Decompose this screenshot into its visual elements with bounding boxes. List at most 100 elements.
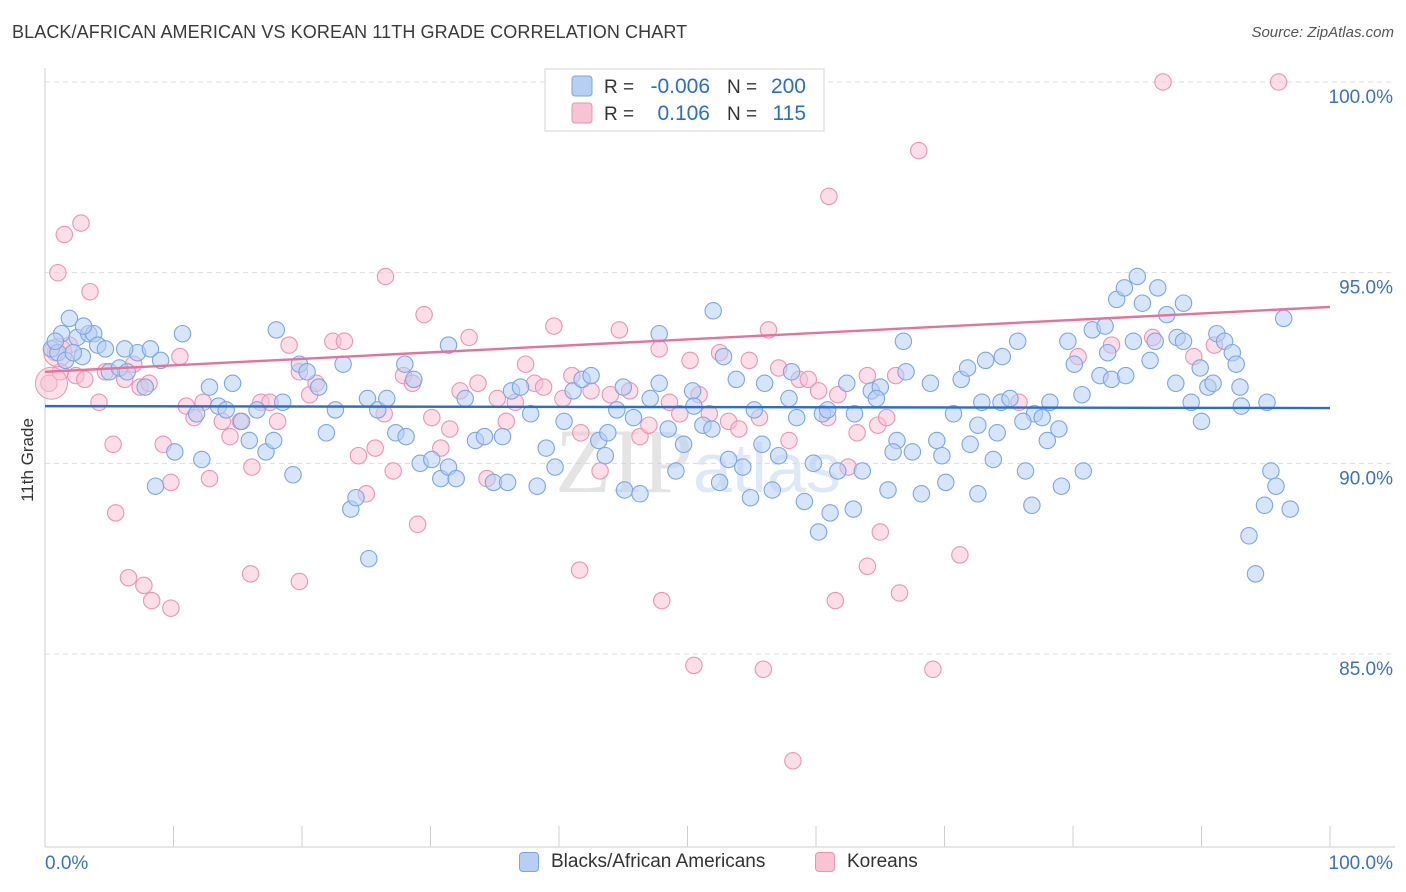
blacks-point bbox=[755, 374, 774, 393]
koreans-point bbox=[871, 523, 890, 541]
blacks-point bbox=[200, 378, 219, 396]
blacks-point bbox=[1149, 279, 1167, 297]
blacks-point bbox=[659, 420, 677, 438]
y-tick-label: 85.0% bbox=[1339, 659, 1393, 680]
blacks-point bbox=[223, 374, 242, 393]
blacks-point bbox=[780, 389, 798, 408]
blacks-point bbox=[903, 443, 922, 461]
blacks-point bbox=[405, 370, 423, 389]
blacks-point bbox=[879, 481, 897, 499]
koreans-point bbox=[241, 565, 260, 583]
koreans-point bbox=[376, 267, 395, 286]
koreans-point bbox=[104, 435, 122, 454]
blacks-point bbox=[1267, 477, 1285, 495]
blacks-point bbox=[710, 473, 729, 492]
blacks-point bbox=[599, 424, 617, 442]
blacks-point bbox=[1116, 366, 1135, 385]
koreans-point bbox=[572, 424, 590, 442]
legend-r-label-2: R = bbox=[604, 104, 634, 125]
blacks-point bbox=[641, 389, 659, 408]
blacks-point bbox=[719, 450, 738, 469]
blacks-point bbox=[608, 401, 626, 419]
blacks-point bbox=[969, 485, 987, 503]
blacks-point bbox=[193, 450, 211, 469]
blacks-point bbox=[187, 405, 206, 423]
koreans-point bbox=[34, 366, 68, 400]
koreans-point bbox=[809, 382, 828, 400]
blacks-point bbox=[74, 317, 93, 335]
blacks-point bbox=[614, 378, 633, 396]
blacks-point bbox=[867, 389, 886, 408]
blacks-point bbox=[795, 492, 814, 511]
blacks-point bbox=[1141, 351, 1159, 370]
blacks-point bbox=[961, 435, 979, 454]
blacks-point bbox=[1167, 374, 1185, 393]
blacks-point bbox=[821, 504, 839, 522]
legend-swatch-blue bbox=[571, 75, 593, 97]
koreans-point bbox=[784, 752, 802, 770]
x-tick-label: 0.0% bbox=[45, 853, 88, 874]
legend-n-label-1: N = bbox=[727, 77, 757, 98]
koreans-point bbox=[280, 336, 298, 354]
koreans-point bbox=[162, 599, 180, 617]
blacks-point bbox=[844, 500, 863, 518]
blacks-point bbox=[1274, 309, 1293, 328]
koreans-trend-line bbox=[44, 305, 1331, 374]
blacks-point bbox=[753, 435, 771, 454]
blacks-point bbox=[528, 477, 546, 495]
blacks-point bbox=[615, 481, 634, 499]
blacks-point bbox=[555, 412, 573, 431]
blacks-trend-line bbox=[44, 404, 1331, 410]
blacks-point bbox=[714, 347, 733, 366]
blacks-point bbox=[498, 473, 517, 492]
y-tick-label: 100.0% bbox=[1329, 87, 1394, 108]
legend-n-label-2: N = bbox=[727, 104, 757, 125]
legend-item-blacks: Blacks/African Americans bbox=[519, 851, 765, 873]
blacks-point bbox=[624, 408, 643, 427]
koreans-point bbox=[780, 431, 798, 450]
koreans-point bbox=[858, 366, 877, 385]
koreans-point bbox=[910, 141, 928, 160]
blacks-point bbox=[118, 363, 136, 381]
koreans-point bbox=[81, 282, 99, 301]
legend-r-value-2: 0.106 bbox=[657, 102, 710, 125]
blacks-point bbox=[317, 424, 336, 442]
y-axis-label: 11th Grade bbox=[18, 418, 37, 502]
koreans-point bbox=[671, 405, 689, 423]
x-tick-label: 100.0% bbox=[1329, 853, 1394, 874]
source-credit: Source: ZipAtlas.com bbox=[1251, 24, 1394, 41]
blacks-point bbox=[984, 450, 1003, 469]
blacks-point bbox=[240, 431, 259, 450]
blacks-point bbox=[1050, 420, 1068, 438]
blacks-point bbox=[845, 405, 864, 423]
koreans-point bbox=[516, 355, 535, 373]
blacks-point bbox=[745, 401, 764, 419]
blacks-point bbox=[564, 382, 582, 400]
blacks-point bbox=[1065, 355, 1084, 373]
legend-swatch-pink bbox=[571, 102, 593, 124]
blacks-point bbox=[1240, 527, 1258, 545]
blacks-point bbox=[447, 469, 465, 488]
koreans-point bbox=[1154, 73, 1172, 91]
trend-lines bbox=[44, 305, 1331, 410]
blacks-point bbox=[511, 378, 530, 396]
blacks-point bbox=[838, 374, 856, 393]
blacks-point bbox=[439, 336, 458, 354]
koreans-point bbox=[858, 557, 877, 576]
blacks-point bbox=[928, 431, 946, 450]
blacks-points bbox=[42, 267, 1299, 583]
koreans-point bbox=[90, 393, 108, 412]
blacks-point bbox=[1008, 332, 1027, 351]
koreans-point bbox=[384, 462, 402, 480]
blacks-point bbox=[988, 424, 1006, 442]
blacks-point bbox=[232, 412, 251, 431]
blacks-point bbox=[1255, 496, 1274, 515]
blacks-point bbox=[631, 485, 649, 503]
blacks-point bbox=[763, 481, 782, 499]
legend-top: R = -0.006 N = 200 R = 0.106 N = 115 bbox=[544, 68, 825, 132]
koreans-point bbox=[76, 370, 94, 389]
blacks-point bbox=[818, 401, 837, 419]
koreans-point bbox=[408, 515, 427, 534]
koreans-point bbox=[49, 263, 67, 282]
blacks-point bbox=[809, 523, 828, 541]
